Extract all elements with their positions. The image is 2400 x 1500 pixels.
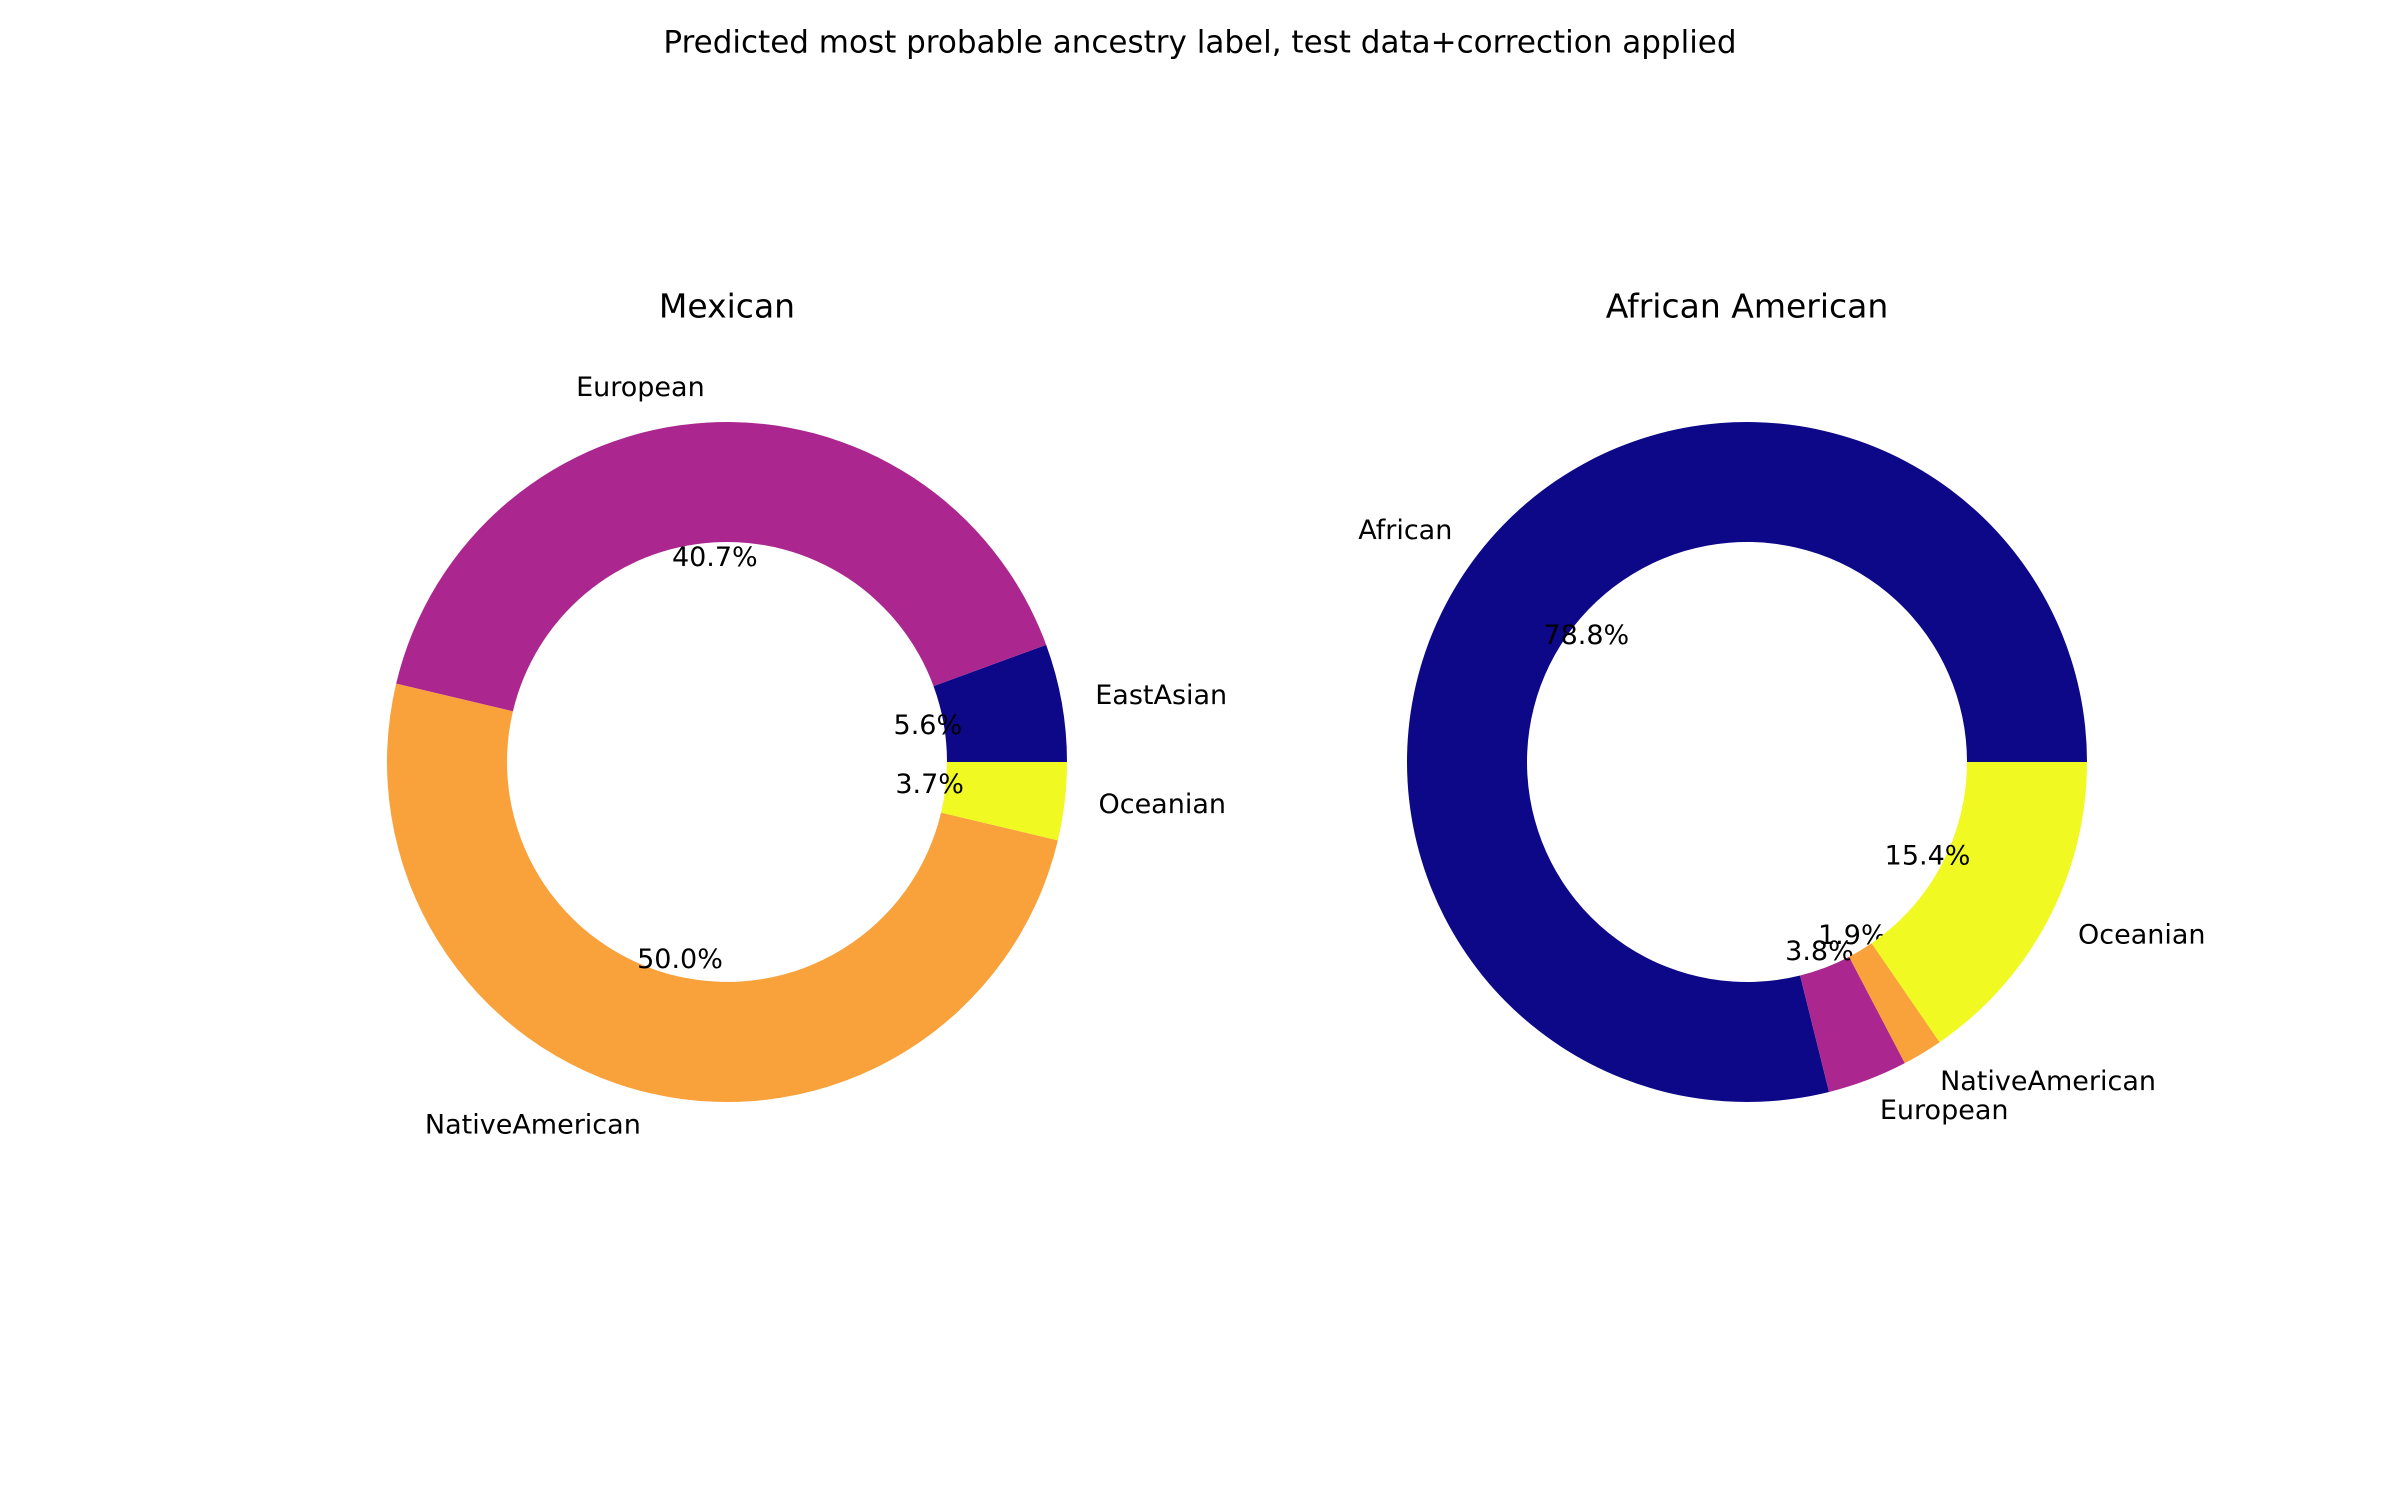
slice-african — [1407, 422, 2087, 1103]
pct-label-european: 40.7% — [672, 542, 758, 573]
chart-title: Mexican — [659, 287, 795, 326]
donut-chart-african-american: African American African 78.8% European 3.8… — [1358, 287, 2205, 1127]
slice-oceanian — [941, 762, 1067, 841]
slice-european — [396, 421, 1047, 712]
slice-label-eastasian: EastAsian — [1095, 680, 1227, 711]
chart-title: African American — [1606, 287, 1889, 326]
slice-eastasian — [933, 644, 1067, 762]
pct-label-european: 3.8% — [1785, 936, 1854, 967]
pct-label-oceanian: 3.7% — [895, 769, 964, 800]
slice-label-european: European — [576, 372, 705, 403]
figure-title: Predicted most probable ancestry label, … — [663, 25, 1736, 61]
slice-label-oceanian: Oceanian — [1098, 789, 1226, 820]
slice-nativeamerican — [1849, 943, 1940, 1064]
donut-chart-mexican: Mexican EastAsian 5.6% European 40.7% Native… — [387, 287, 1227, 1140]
slice-label-nativeamerican: NativeAmerican — [425, 1109, 641, 1140]
pct-label-eastasian: 5.6% — [894, 710, 963, 741]
slice-label-european: European — [1880, 1095, 2009, 1126]
slice-nativeamerican — [387, 683, 1058, 1102]
slice-label-oceanian: Oceanian — [2078, 920, 2206, 951]
pct-label-nativeamerican: 50.0% — [637, 944, 723, 975]
slice-label-african: African — [1358, 515, 1452, 546]
pct-label-african: 78.8% — [1543, 620, 1629, 651]
pct-label-oceanian: 15.4% — [1885, 840, 1971, 871]
slice-label-nativeamerican: NativeAmerican — [1940, 1066, 2156, 1097]
slice-oceanian — [1871, 762, 2087, 1043]
slice-european — [1800, 956, 1905, 1092]
